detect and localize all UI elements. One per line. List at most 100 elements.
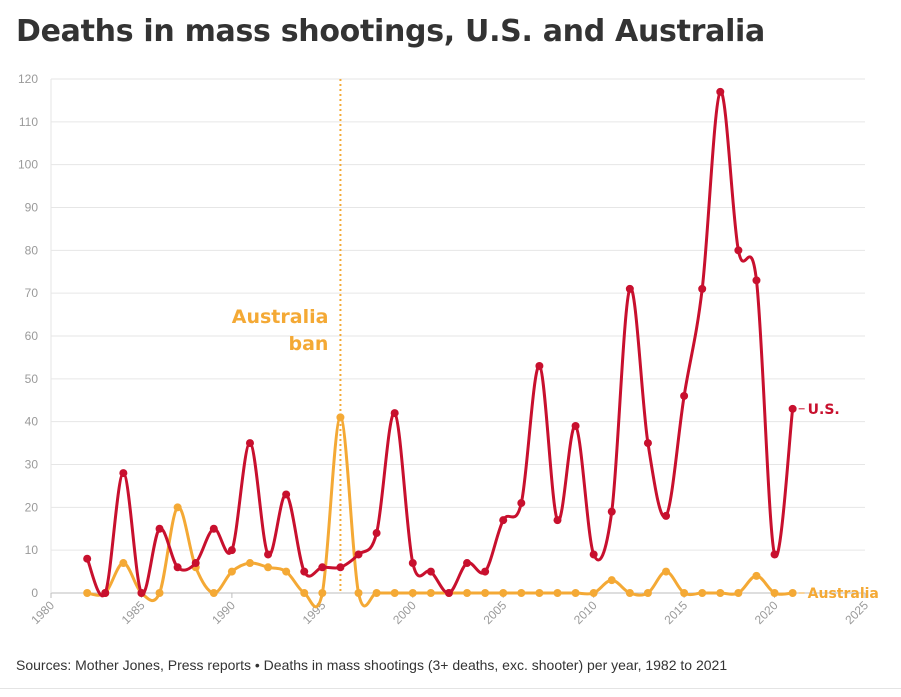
y-tick-label: 60 [25, 329, 39, 343]
data-point-u-s [155, 524, 164, 533]
data-point-u-s [698, 284, 707, 293]
data-point-australia [499, 589, 508, 597]
data-point-australia [83, 589, 92, 597]
y-tick-label: 20 [25, 500, 39, 514]
data-point-u-s [209, 524, 218, 533]
data-point-u-s [734, 246, 743, 255]
chart-title: Deaths in mass shootings, U.S. and Austr… [16, 14, 765, 49]
data-point-australia [716, 589, 725, 597]
data-point-u-s [119, 469, 128, 478]
data-point-u-s [716, 87, 725, 96]
data-point-australia [318, 589, 327, 597]
data-point-australia [119, 559, 128, 568]
data-point-australia [698, 589, 707, 597]
data-point-u-s [173, 563, 182, 572]
data-point-u-s [499, 516, 508, 525]
data-point-u-s [137, 589, 146, 597]
x-tick-label: 2005 [481, 598, 510, 627]
x-tick-label: 2010 [571, 598, 600, 627]
series-line-u-s [85, 90, 795, 598]
data-point-u-s [571, 421, 580, 430]
y-tick-label: 30 [25, 458, 39, 472]
data-point-u-s [662, 511, 671, 520]
data-point-australia [680, 589, 689, 597]
series-group [83, 87, 797, 609]
data-point-australia [643, 589, 652, 597]
data-point-australia [752, 571, 761, 580]
x-tick-label: 2015 [661, 598, 690, 627]
data-point-u-s [788, 404, 797, 413]
data-point-u-s [245, 439, 254, 448]
x-tick-label: 2025 [842, 598, 871, 627]
data-point-u-s [426, 567, 435, 576]
data-point-australia [173, 503, 182, 512]
data-point-australia [535, 589, 544, 597]
y-tick-label: 80 [25, 243, 39, 257]
data-point-u-s [390, 409, 399, 418]
data-point-u-s [481, 567, 490, 576]
data-point-australia [625, 589, 634, 597]
data-point-u-s [264, 550, 273, 559]
data-point-u-s [589, 550, 598, 559]
data-point-u-s [408, 559, 417, 568]
y-tick-label: 50 [25, 372, 39, 386]
data-point-australia [662, 567, 671, 576]
data-point-u-s [444, 589, 453, 597]
annotation-label: Australia [232, 306, 329, 328]
data-point-u-s [354, 550, 363, 559]
data-point-u-s [372, 529, 381, 538]
axes: 0 10 20 30 40 50 60 70 80 90 100 110 120 1980 1985 1990… [18, 72, 871, 627]
y-tick-label: 90 [25, 201, 39, 215]
data-point-australia [589, 589, 598, 597]
y-tick-label: 120 [18, 72, 38, 86]
y-tick-label: 100 [18, 158, 38, 172]
data-point-australia [571, 589, 580, 597]
data-point-australia [245, 559, 254, 568]
footer-divider [0, 688, 901, 689]
data-point-u-s [227, 546, 236, 555]
data-point-australia [336, 413, 345, 422]
data-point-australia [481, 589, 490, 597]
x-tick-label: 1995 [300, 598, 329, 627]
data-point-australia [463, 589, 472, 597]
data-point-australia [155, 589, 164, 597]
data-point-u-s [680, 391, 689, 400]
series-label-u-s: U.S. [808, 402, 840, 418]
series-labels: Australia U.S. [798, 402, 879, 602]
data-point-australia [354, 589, 363, 597]
data-point-u-s [101, 589, 110, 597]
data-point-u-s [770, 550, 779, 559]
y-tick-label: 40 [25, 415, 39, 429]
data-point-u-s [607, 507, 616, 516]
data-point-u-s [191, 559, 200, 568]
data-point-australia [517, 589, 526, 597]
data-point-australia [390, 589, 399, 597]
data-point-australia [372, 589, 381, 597]
data-point-u-s [535, 361, 544, 370]
x-tick-label: 1985 [119, 598, 148, 627]
data-point-australia [788, 589, 797, 597]
series-line-australia [85, 415, 795, 609]
data-point-u-s [752, 276, 761, 285]
data-point-australia [408, 589, 417, 597]
data-point-australia [227, 567, 236, 576]
y-tick-label: 0 [31, 586, 38, 600]
data-point-u-s [282, 490, 291, 499]
line-chart: 0 10 20 30 40 50 60 70 80 90 100 110 120 1980 1985 1990… [18, 72, 879, 627]
data-point-u-s [336, 563, 345, 572]
data-point-australia [553, 589, 562, 597]
data-point-australia [770, 589, 779, 597]
data-point-u-s [463, 559, 472, 568]
data-point-australia [426, 589, 435, 597]
data-point-u-s [83, 554, 92, 563]
series-label-australia: Australia [808, 586, 879, 602]
data-point-australia [300, 589, 309, 597]
annotation-group: Australia ban [232, 79, 342, 593]
data-point-australia [264, 563, 273, 572]
data-point-u-s [553, 516, 562, 525]
data-point-u-s [300, 567, 309, 576]
data-point-australia [282, 567, 291, 576]
x-tick-label: 1990 [209, 598, 238, 627]
y-tick-label: 10 [25, 543, 39, 557]
data-point-u-s [517, 499, 526, 508]
